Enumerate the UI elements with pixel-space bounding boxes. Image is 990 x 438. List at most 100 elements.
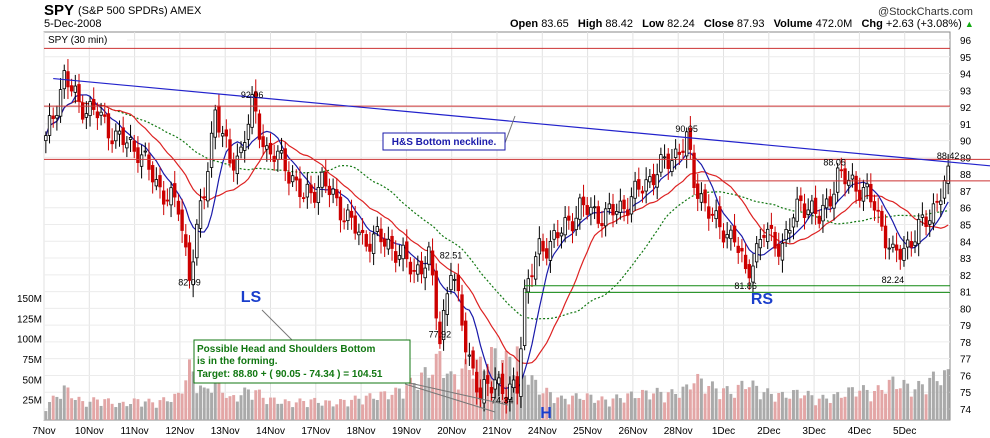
- price-annotation: 92.06: [241, 90, 264, 100]
- volume-bar: [644, 390, 648, 420]
- right-shoulder-label: RS: [751, 291, 774, 308]
- candle-body: [117, 130, 122, 135]
- volume-bar: [895, 389, 899, 420]
- candle-body: [618, 200, 623, 213]
- high-label: High: [577, 18, 603, 30]
- volume-tick-label: 125M: [17, 314, 42, 325]
- candle-body: [191, 261, 195, 285]
- candle-body: [806, 209, 810, 215]
- note-pointer: [404, 383, 496, 413]
- volume-bar: [416, 389, 420, 420]
- candle-body: [371, 233, 376, 254]
- volume-bar: [232, 395, 236, 420]
- candle-body: [353, 215, 357, 234]
- volume-bar: [92, 397, 96, 420]
- volume-bar: [55, 396, 59, 420]
- candle-body: [231, 159, 236, 171]
- candle-body: [589, 206, 593, 215]
- candle-body: [272, 155, 276, 162]
- legend-box: [45, 33, 127, 46]
- candle-body: [865, 183, 869, 188]
- volume-bar: [696, 373, 700, 420]
- x-tick-label: 11Nov: [121, 426, 149, 437]
- candle-body: [622, 199, 626, 210]
- candle-body: [633, 180, 637, 199]
- candle-body: [209, 132, 214, 168]
- volume-bar: [173, 393, 177, 420]
- candle-body: [394, 251, 398, 263]
- price-annotation: 88.42: [937, 151, 960, 161]
- volume-bar: [847, 387, 851, 420]
- candle-body: [213, 109, 217, 138]
- y-tick-label: 86: [960, 204, 972, 215]
- volume-bar: [88, 401, 92, 420]
- x-tick-label: 24Nov: [528, 426, 557, 437]
- volume-bar: [449, 371, 453, 420]
- volume-bar: [357, 398, 361, 420]
- volume-bar: [254, 390, 258, 420]
- volume-bar: [294, 402, 298, 420]
- candle-body: [452, 278, 457, 281]
- candle-body: [441, 309, 446, 341]
- candle-body: [648, 176, 652, 183]
- candle-body: [872, 201, 877, 211]
- candle-body: [261, 136, 265, 148]
- volume-bar: [154, 407, 158, 420]
- candle-body: [839, 169, 844, 172]
- volume-bar: [559, 395, 563, 420]
- y-tick-label: 75: [960, 388, 972, 399]
- candle-body: [869, 183, 873, 203]
- volume-bar: [269, 397, 272, 420]
- candle-body: [688, 127, 693, 150]
- candle-body: [324, 171, 328, 187]
- candle-body: [684, 131, 689, 157]
- candle-body: [405, 241, 409, 260]
- volume-bar: [545, 387, 549, 420]
- candle-body: [397, 255, 402, 260]
- candle-body: [95, 111, 100, 119]
- volume-bar: [206, 388, 210, 420]
- y-tick-label: 89: [960, 153, 972, 164]
- volume-bar: [740, 380, 744, 420]
- candle-body: [659, 154, 663, 173]
- volume-bar: [265, 404, 269, 420]
- candle-body: [51, 115, 55, 120]
- x-tick-label: 10Nov: [75, 426, 104, 437]
- volume-bar: [935, 381, 939, 420]
- candle-body: [106, 113, 111, 139]
- volume-bar: [309, 399, 313, 420]
- target-note-line: Target: 88.80 + ( 90.05 - 74.34 ) = 104.…: [197, 369, 383, 380]
- x-tick-label: 13Nov: [211, 426, 240, 437]
- volume-bar: [136, 399, 140, 420]
- volume-bar: [125, 406, 129, 420]
- volume-bar: [604, 399, 608, 420]
- volume-bar: [114, 407, 118, 420]
- y-tick-label: 92: [960, 103, 972, 114]
- x-tick-label: 28Nov: [664, 426, 693, 437]
- candle-body: [73, 85, 77, 93]
- candle-body: [84, 113, 89, 118]
- candle-body: [699, 193, 704, 203]
- candle-body: [316, 187, 321, 204]
- volume-bar: [931, 371, 935, 420]
- candle-body: [408, 261, 413, 275]
- volume-bar: [887, 379, 891, 420]
- candle-body: [497, 377, 501, 385]
- volume-bar: [228, 396, 232, 420]
- y-tick-label: 78: [960, 338, 972, 349]
- candle-body: [478, 387, 483, 400]
- volume-bar: [250, 399, 254, 420]
- candle-body: [235, 155, 240, 175]
- volume-bar: [471, 378, 475, 420]
- volume-bar: [184, 380, 188, 420]
- candle-body: [92, 98, 96, 110]
- candle-body: [456, 274, 461, 292]
- candle-body: [110, 140, 114, 145]
- candle-body: [139, 154, 144, 167]
- volume-bar: [51, 395, 55, 420]
- x-tick-label: 14Nov: [256, 426, 285, 437]
- candle-body: [504, 396, 508, 404]
- volume-bar: [213, 374, 217, 420]
- candle-body: [66, 71, 70, 88]
